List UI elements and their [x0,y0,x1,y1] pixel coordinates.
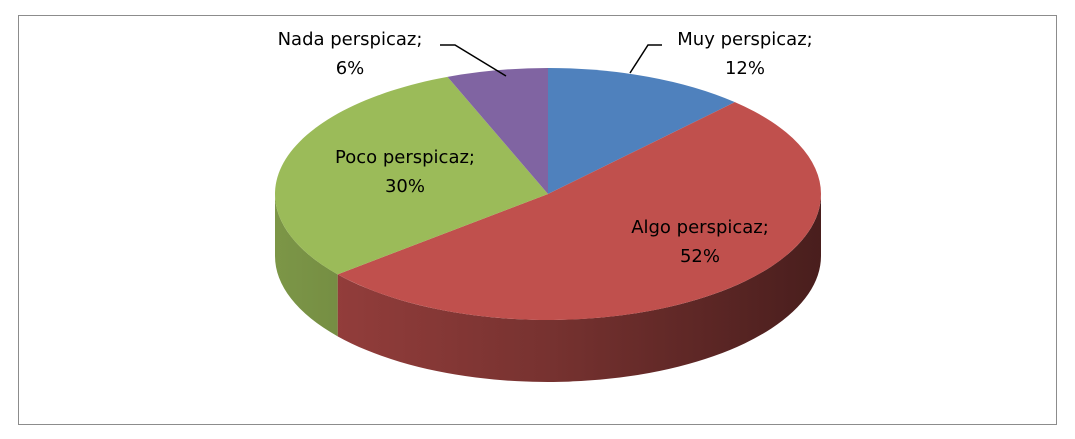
data-label-name: Muy perspicaz; [677,29,812,50]
data-label-name: Poco perspicaz; [335,147,475,168]
slice [548,68,735,194]
slice [274,76,548,275]
leader-line [440,44,507,77]
data-label-value: 6% [336,58,365,79]
leader-line [629,44,662,74]
data-label-name: Algo perspicaz; [631,217,769,238]
slice [337,102,821,321]
data-label-value: 52% [680,246,720,267]
slice-side [337,194,821,383]
slice [447,68,548,194]
slice-side [275,194,338,337]
data-label-name: Nada perspicaz; [278,29,423,50]
data-label-value: 12% [725,58,765,79]
data-label-value: 30% [385,176,425,197]
